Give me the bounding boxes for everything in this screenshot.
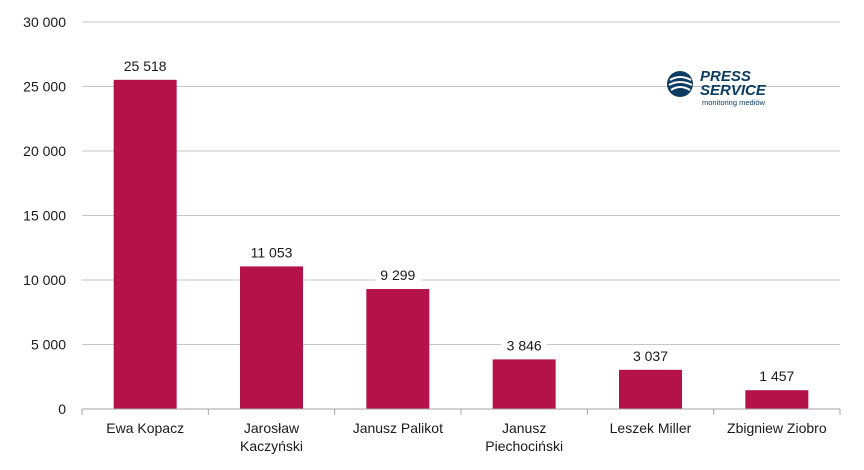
bar: [492, 359, 556, 409]
data-label: 9 299: [380, 267, 415, 283]
bar: [619, 369, 682, 409]
x-axis: [81, 408, 841, 415]
bars: [113, 79, 809, 409]
x-tick-label: Janusz: [502, 420, 546, 436]
y-tick-label: 10 000: [23, 272, 66, 288]
data-labels: 25 518 11 053 9 299 3 846 3 037 1 457: [118, 55, 800, 385]
y-tick-label: 5 000: [31, 337, 66, 353]
logo-line2: SERVICE: [700, 82, 767, 99]
gridlines: [82, 21, 840, 345]
y-tick-label: 0: [58, 401, 66, 417]
x-axis-ticks: Ewa Kopacz Jarosław Kaczyński Janusz Paliko…: [106, 420, 827, 454]
data-label-bg: [627, 345, 674, 364]
y-axis-ticks: 0 5 000 10 000 15 000 20 000 25 000 30 000: [23, 14, 66, 417]
x-tick-label: Janusz Palikot: [353, 420, 443, 436]
logo-tagline: monitoring mediów: [702, 98, 766, 107]
bar: [113, 79, 177, 409]
x-tick-label: Kaczyński: [240, 438, 303, 454]
bar: [366, 289, 430, 409]
x-tick-label: Zbigniew Ziobro: [727, 420, 827, 436]
x-tick-label: Leszek Miller: [610, 420, 692, 436]
press-service-logo: PRESS SERVICE monitoring mediów: [662, 64, 792, 108]
data-label: 3 846: [507, 337, 542, 353]
data-label-bg: [374, 265, 421, 284]
bar: [745, 390, 809, 409]
x-tick-label: Ewa Kopacz: [106, 420, 184, 436]
data-label-bg: [244, 242, 299, 261]
y-tick-label: 30 000: [23, 14, 66, 30]
logo-line1: PRESS: [700, 68, 751, 85]
y-tick-label: 20 000: [23, 143, 66, 159]
bar: [240, 266, 303, 409]
press-service-logo-icon: PRESS SERVICE monitoring mediów: [667, 68, 767, 107]
data-label-bg: [753, 366, 800, 385]
y-tick-label: 15 000: [23, 208, 66, 224]
data-label-bg: [118, 55, 172, 74]
data-label-bg: [501, 335, 548, 354]
x-tick-label: Piechociński: [485, 438, 563, 454]
x-tick-label: Jarosław: [244, 420, 300, 436]
data-label: 3 037: [633, 348, 668, 364]
data-label: 25 518: [124, 58, 167, 74]
data-label: 1 457: [759, 368, 794, 384]
y-tick-label: 25 000: [23, 79, 66, 95]
data-label: 11 053: [251, 244, 293, 260]
